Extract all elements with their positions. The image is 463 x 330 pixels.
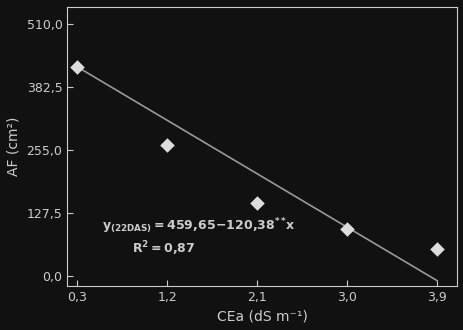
Point <box>432 246 440 251</box>
Point <box>343 226 350 232</box>
Point <box>253 201 260 206</box>
X-axis label: CEa (dS m⁻¹): CEa (dS m⁻¹) <box>216 309 307 323</box>
Point <box>73 64 81 70</box>
Text: $\mathbf{R^2 = 0{,}87}$: $\mathbf{R^2 = 0{,}87}$ <box>132 239 195 258</box>
Point <box>163 143 170 148</box>
Text: $\mathbf{y_{(22DAS)}}$$\mathbf{= 459{,}65\!-\!120{,}38^{**}\!x}$: $\mathbf{y_{(22DAS)}}$$\mathbf{= 459{,}6… <box>102 216 294 236</box>
Y-axis label: AF (cm²): AF (cm²) <box>7 116 21 176</box>
